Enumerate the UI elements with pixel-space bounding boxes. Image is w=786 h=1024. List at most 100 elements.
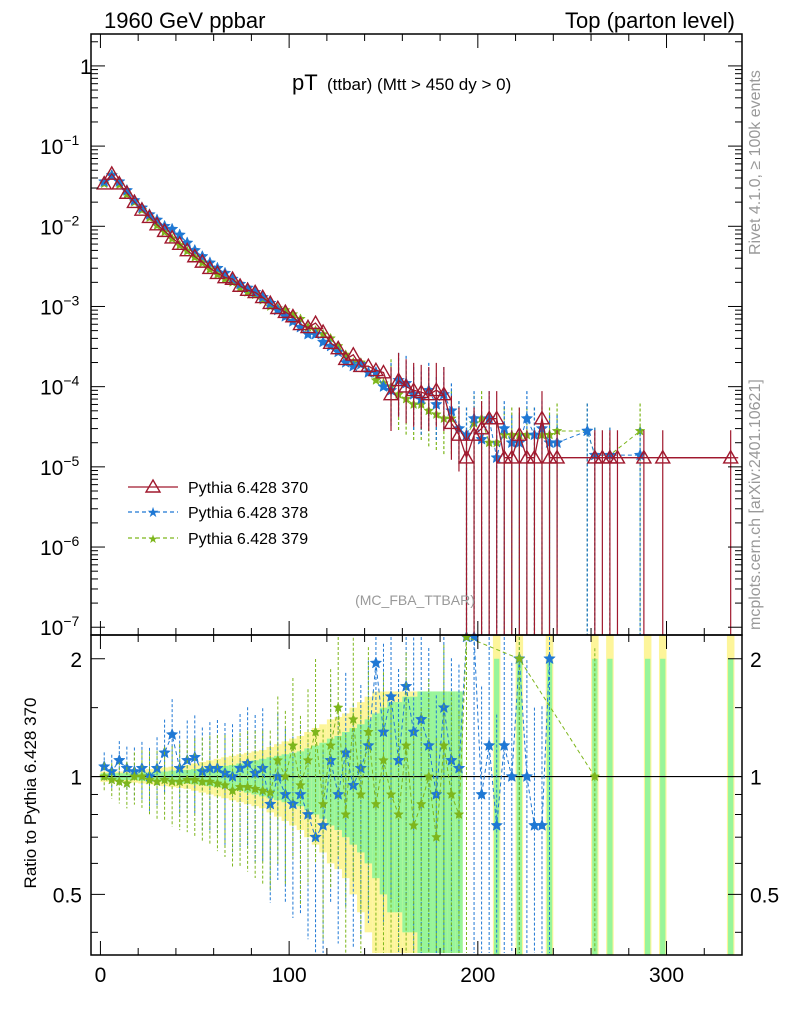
band-inner-spike: [607, 658, 613, 955]
series-point: [609, 449, 626, 464]
main-y-tick-label: 10−5: [40, 453, 80, 480]
ratio-point: [219, 779, 231, 790]
main-y-tick-label: 10−3: [40, 292, 80, 319]
series-point: [503, 449, 520, 464]
ratio-point: [475, 787, 488, 800]
ratio-point: [369, 656, 383, 669]
series-point: [156, 222, 173, 238]
ratio-point: [385, 788, 397, 800]
band-inner-spike: [546, 658, 553, 955]
series-point: [548, 449, 566, 464]
series-point: [370, 374, 382, 385]
series-point: [635, 449, 653, 464]
series-point: [126, 193, 143, 209]
legend-label-370: Pythia 6.428 370: [188, 480, 308, 497]
ratio-point: [497, 738, 511, 751]
series-point: [277, 303, 294, 319]
ratio-point: [121, 777, 133, 789]
series-point: [292, 315, 309, 331]
series-point: [405, 381, 422, 397]
legend-marker-star: ★: [147, 505, 160, 521]
ratio-series-line: [103, 636, 550, 839]
ratio-point: [393, 808, 404, 820]
header-process: Top (parton level): [565, 8, 735, 33]
series-point: [307, 314, 324, 330]
series-point: [286, 314, 300, 327]
series-point: [526, 449, 543, 464]
band-inner-bin: [394, 702, 403, 913]
ratio-point: [325, 739, 337, 751]
series-point: [360, 357, 377, 373]
ratio-point: [400, 739, 412, 751]
ratio-point: [332, 702, 344, 713]
ratio-point: [287, 739, 299, 751]
ratio-point: [453, 808, 465, 820]
series-point: [254, 288, 271, 304]
series-point: [322, 334, 339, 349]
series-point: [345, 346, 362, 361]
ratio-point: [520, 769, 534, 782]
ratio-point: [384, 690, 398, 703]
series-point: [239, 281, 256, 297]
ratio-uncertainty-band: [100, 635, 735, 955]
ratio-point: [415, 798, 427, 809]
legend: Pythia 6.428 370 ★ Pythia 6.428 378 ★ Py…: [128, 478, 308, 548]
ratio-point: [340, 808, 352, 820]
series-point: [133, 201, 151, 216]
ratio-point: [347, 713, 359, 724]
series-point: [533, 410, 551, 425]
legend-label-378: Pythia 6.428 378: [188, 505, 308, 522]
ratio-frame: [90, 634, 743, 956]
band-inner-bin: [447, 691, 456, 953]
ratio-point: [446, 788, 457, 800]
series-line: [103, 173, 641, 456]
ratio-point: [165, 727, 179, 741]
series-point: [580, 424, 594, 437]
header-energy: 1960 GeV ppbar: [104, 8, 265, 33]
ratio-point: [589, 770, 601, 782]
series-point: [435, 386, 453, 401]
ratio-point: [438, 739, 450, 751]
series-point: [141, 208, 158, 224]
series-point: [428, 381, 445, 397]
plot-frame: [90, 33, 743, 956]
series-point: [382, 386, 400, 401]
ratio-point: [490, 818, 504, 831]
series-point: [722, 449, 739, 464]
ratio-point: [242, 781, 254, 792]
series-line: [103, 174, 641, 458]
ratio-point: [227, 785, 238, 796]
ratio-point: [204, 776, 216, 787]
ratio-y-tick-label-left: 1: [70, 767, 82, 790]
series-point: [179, 242, 196, 257]
band-inner-spike: [728, 658, 734, 955]
ratio-point: [279, 770, 291, 782]
band-inner-spike: [592, 658, 598, 955]
rivet-version-label: Rivet 4.1.0, ≥ 100k events: [747, 70, 764, 255]
x-tick-label: 300: [649, 964, 684, 987]
series-point: [367, 361, 385, 377]
main-y-tick-label: 10−4: [40, 373, 80, 400]
ratio-point: [113, 776, 125, 787]
ratio-point: [370, 798, 382, 809]
series-point: [231, 277, 249, 292]
band-inner-bin: [424, 691, 433, 953]
ratio-y-tick-label-right: 2: [750, 649, 762, 672]
ratio-point: [362, 726, 374, 737]
series-point: [216, 269, 234, 284]
ratio-point: [543, 652, 556, 665]
ratio-point: [535, 818, 549, 831]
legend-marker-triangle: [144, 478, 162, 493]
ratio-point: [408, 819, 420, 831]
series-point: [413, 383, 430, 399]
series-point: [269, 299, 287, 315]
ratio-y-tick-label-right: 1: [750, 767, 762, 790]
main-y-tick-label: 10−1: [40, 132, 80, 159]
series-point: [654, 449, 671, 464]
main-y-tick-label: 10−7: [40, 613, 80, 640]
ratio-point: [505, 769, 519, 782]
x-tick-label: 0: [95, 964, 107, 987]
analysis-tag: (MC_FBA_TTBAR): [355, 592, 475, 608]
ratio-point: [212, 777, 223, 789]
band-inner-spike: [660, 658, 666, 955]
